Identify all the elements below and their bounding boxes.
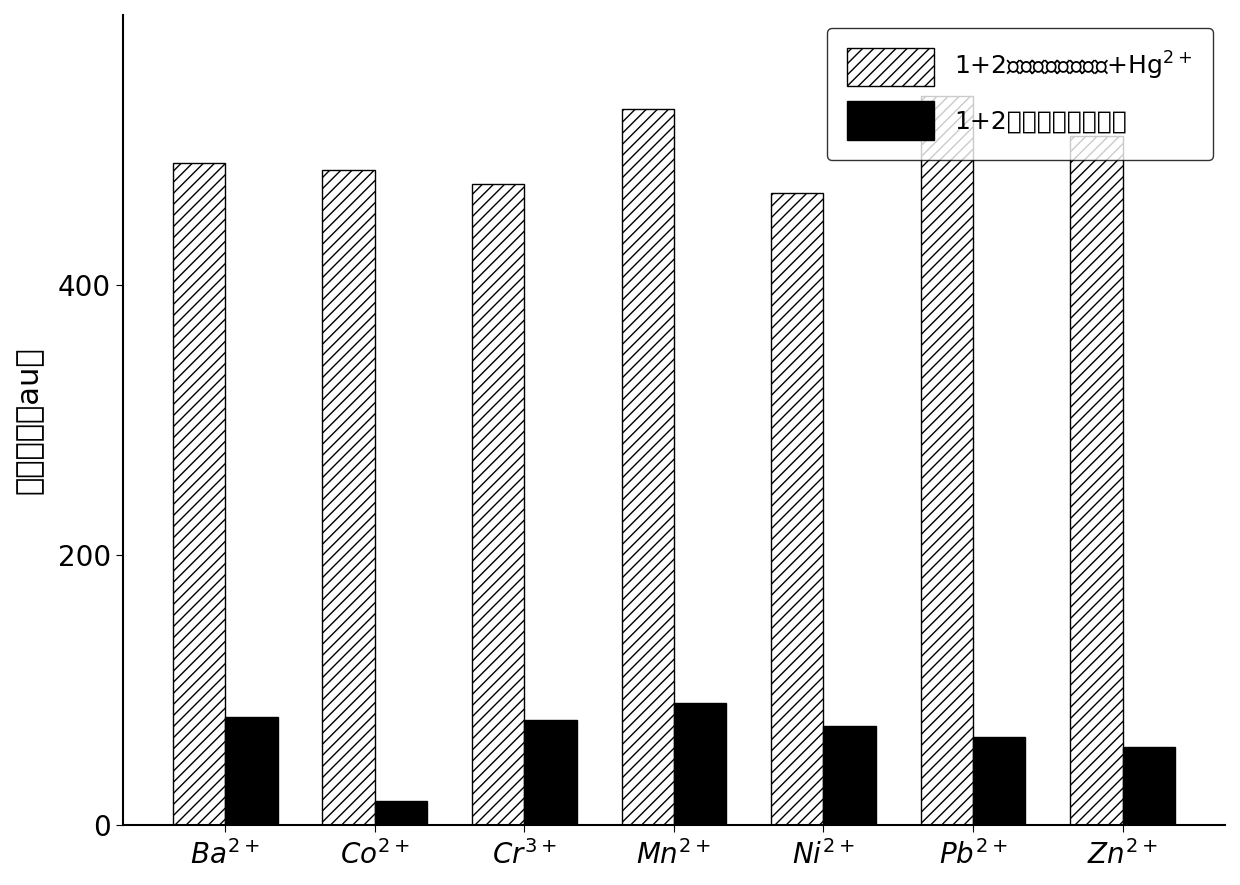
Bar bbox=[322, 170, 374, 825]
Bar bbox=[1122, 747, 1176, 825]
Y-axis label: 荧光强度（au）: 荧光强度（au） bbox=[15, 346, 43, 494]
Bar bbox=[472, 184, 525, 825]
Bar bbox=[1070, 136, 1122, 825]
Bar bbox=[374, 801, 427, 825]
Bar bbox=[973, 737, 1025, 825]
Bar bbox=[920, 96, 973, 825]
Bar bbox=[621, 110, 673, 825]
Bar bbox=[673, 704, 727, 825]
Bar bbox=[771, 193, 823, 825]
Legend: 1+2当量其他金属离子+Hg$^{2+}$, 1+2当量其他金属离子: 1+2当量其他金属离子+Hg$^{2+}$, 1+2当量其他金属离子 bbox=[827, 27, 1213, 160]
Bar bbox=[172, 164, 226, 825]
Bar bbox=[525, 720, 577, 825]
Bar bbox=[226, 717, 278, 825]
Bar bbox=[823, 727, 875, 825]
